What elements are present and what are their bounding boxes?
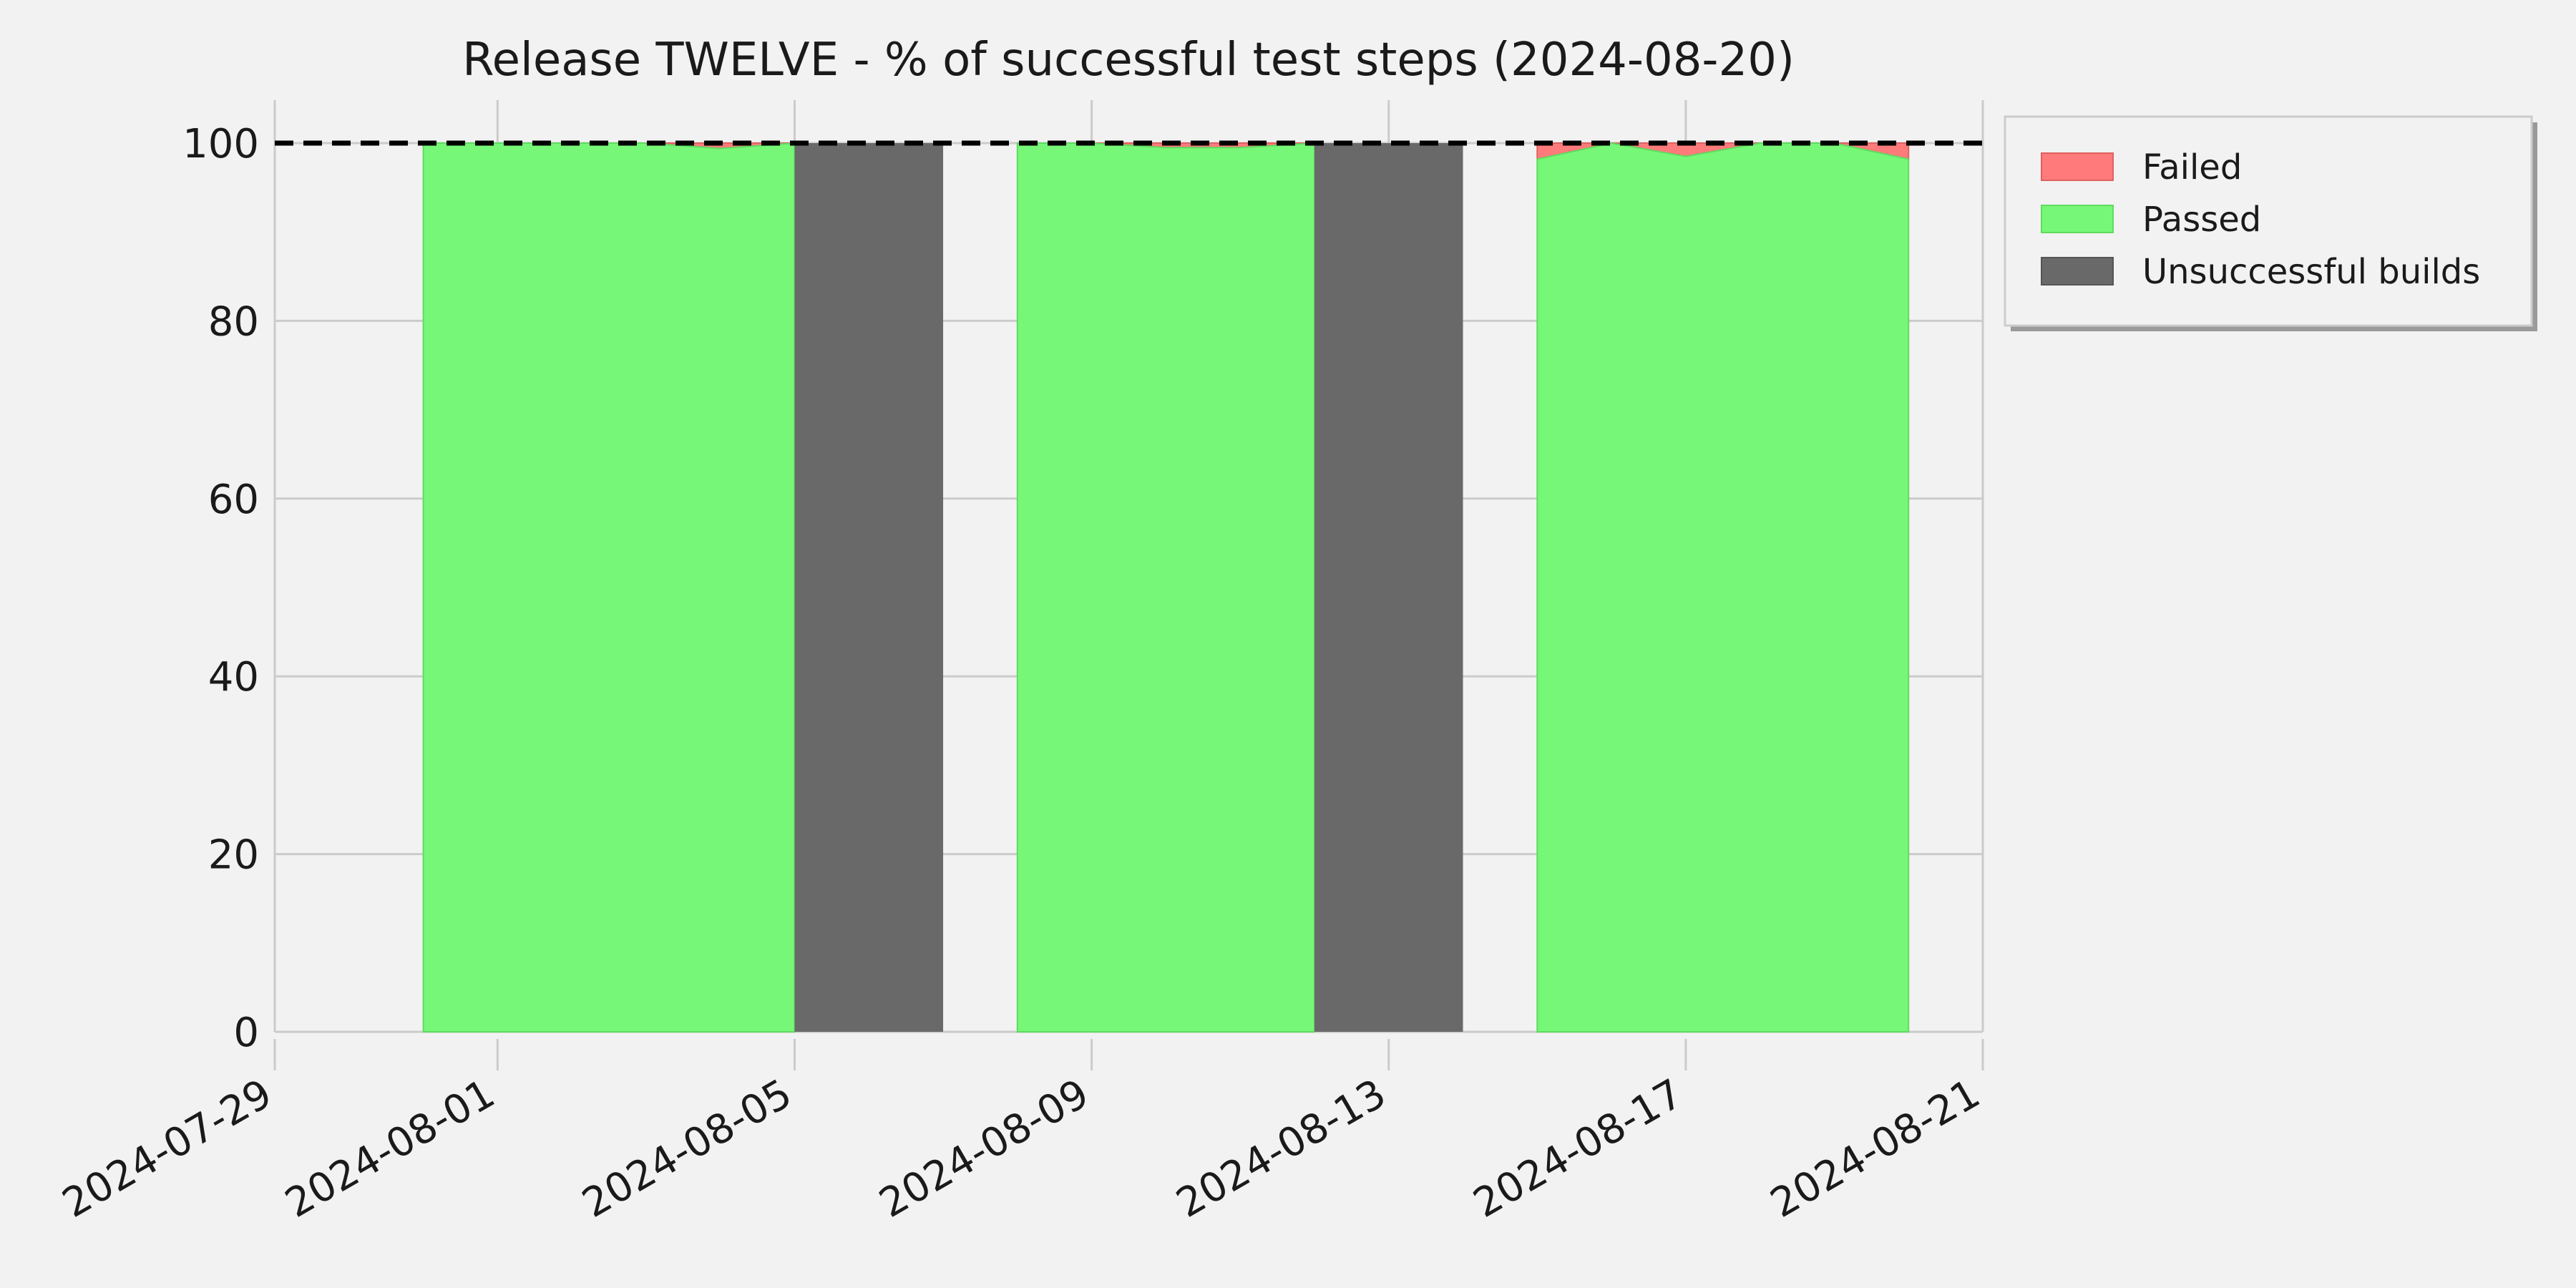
legend: Failed Passed Unsuccessful builds <box>2004 115 2537 331</box>
x-tick-label: 2024-08-01 <box>278 1070 502 1227</box>
legend-item-passed-swatch <box>2041 205 2114 233</box>
passed-area <box>1016 142 1315 1033</box>
legend-item-unsuccessful-builds-swatch <box>2041 257 2114 286</box>
legend-item-failed-swatch <box>2041 152 2114 181</box>
y-tick-label: 40 <box>208 654 259 701</box>
x-tick-label: 2024-08-21 <box>1763 1070 1988 1227</box>
x-tick-label: 2024-08-09 <box>872 1070 1096 1227</box>
y-tick-label: 60 <box>208 477 259 523</box>
x-tick-label: 2024-07-29 <box>55 1070 280 1227</box>
x-tick-label: 2024-08-13 <box>1169 1070 1393 1227</box>
legend-item-failed: Failed <box>2142 147 2242 187</box>
x-tick-label: 2024-08-17 <box>1466 1070 1691 1227</box>
y-tick-label: 100 <box>182 121 259 167</box>
unsuccessful-build-bar <box>794 143 944 1032</box>
legend-item-passed: Passed <box>2142 200 2261 240</box>
y-tick-label: 20 <box>208 832 259 879</box>
chart-title: Release TWELVE - % of successful test st… <box>462 34 1795 87</box>
passed-area <box>422 142 796 1033</box>
x-tick-label: 2024-08-05 <box>575 1070 799 1227</box>
unsuccessful-build-bar <box>1314 143 1463 1032</box>
passed-area <box>1536 142 1910 1033</box>
y-tick-label: 80 <box>208 298 259 345</box>
legend-item-unsuccessful-builds: Unsuccessful builds <box>2142 252 2480 292</box>
y-tick-label: 0 <box>233 1010 259 1056</box>
